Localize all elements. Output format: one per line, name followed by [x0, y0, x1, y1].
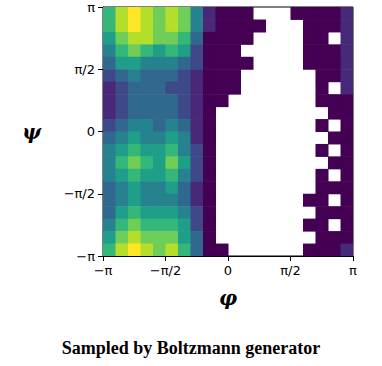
svg-text:−π: −π: [76, 249, 95, 264]
svg-text:0: 0: [87, 124, 95, 139]
svg-text:π: π: [87, 0, 95, 15]
svg-text:π: π: [349, 263, 357, 278]
svg-text:π/2: π/2: [280, 263, 300, 278]
svg-text:φ: φ: [219, 286, 237, 310]
svg-text:ψ: ψ: [22, 120, 42, 144]
svg-text:−π/2: −π/2: [64, 186, 95, 201]
svg-text:0: 0: [224, 263, 232, 278]
svg-text:π/2: π/2: [75, 62, 95, 77]
svg-text:−π: −π: [94, 263, 113, 278]
svg-text:Sampled by Boltzmann generator: Sampled by Boltzmann generator: [62, 338, 321, 358]
svg-text:−π/2: −π/2: [150, 263, 181, 278]
